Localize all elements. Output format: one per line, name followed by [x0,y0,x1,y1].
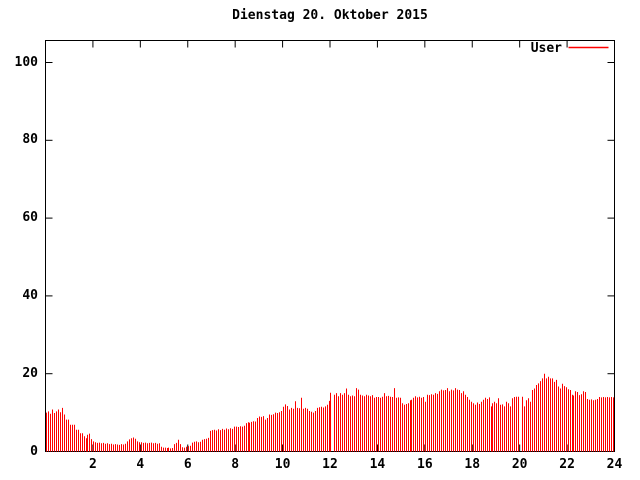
y-tick-label: 40 [22,287,38,303]
x-tick-label: 22 [559,457,575,472]
x-tick-label: 6 [183,457,192,472]
x-tick-label: 4 [136,457,145,472]
x-tick-label: 10 [274,457,291,472]
y-tick-label: 80 [22,132,38,148]
x-tick-label: 20 [511,457,528,472]
y-tick-label: 0 [30,443,38,459]
x-tick-label: 14 [369,457,386,472]
x-tick-label: 16 [417,457,433,472]
bars-series-user [46,373,614,452]
chart-title: Dienstag 20. Oktober 2015 [232,8,428,23]
x-tick-label: 12 [322,457,338,472]
x-tick-label: 2 [88,457,97,472]
x-tick-label: 18 [464,457,481,472]
y-tick-label: 100 [14,54,38,70]
plot-border [45,40,615,452]
x-tick-label: 8 [231,457,240,472]
x-tick-label: 24 [606,457,623,472]
legend-label-user: User [530,41,562,56]
y-tick-label: 20 [22,365,38,381]
y-tick-label: 60 [22,210,38,226]
